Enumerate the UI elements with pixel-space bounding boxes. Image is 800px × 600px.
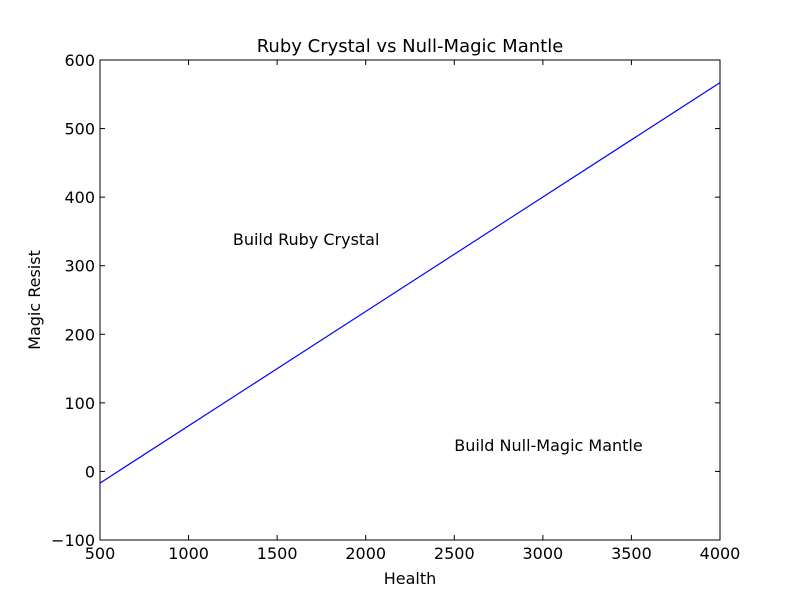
y-tick-label: 600: [64, 51, 95, 70]
plot-frame: [99, 59, 721, 541]
axis-ticks: 500 1000 1500 2000 2500 3000 3500 4000 −100 0 100 2…: [51, 51, 740, 563]
y-tick-label: 200: [64, 325, 95, 344]
x-tick-label: 1500: [257, 544, 298, 563]
x-tick-label: 500: [85, 544, 116, 563]
y-tick-label: 400: [64, 188, 95, 207]
y-tick-label: 500: [64, 120, 95, 139]
x-tick-label: 3500: [611, 544, 652, 563]
x-axis-label: Health: [384, 569, 437, 588]
y-tick-label: 300: [64, 257, 95, 276]
series-layer: [99, 82, 721, 484]
y-tick-label: 100: [64, 394, 95, 413]
y-axis-label: Magic Resist: [25, 250, 44, 350]
plot-area: [99, 59, 721, 541]
y-tick-label: −100: [51, 531, 95, 550]
x-tick-label: 2000: [345, 544, 386, 563]
annotation-label: Build Ruby Crystal: [233, 230, 380, 249]
y-tick-label: 0: [85, 462, 95, 481]
annotations: Build Ruby Crystal Build Null-Magic Mantl…: [233, 230, 643, 455]
annotation-label: Build Null-Magic Mantle: [454, 436, 642, 455]
x-tick-label: 2500: [434, 544, 475, 563]
x-tick-label: 4000: [700, 544, 741, 563]
chart-title: Ruby Crystal vs Null-Magic Mantle: [257, 36, 564, 57]
x-tick-label: 3000: [522, 544, 563, 563]
series-line: [99, 82, 721, 484]
x-tick-label: 1000: [168, 544, 209, 563]
